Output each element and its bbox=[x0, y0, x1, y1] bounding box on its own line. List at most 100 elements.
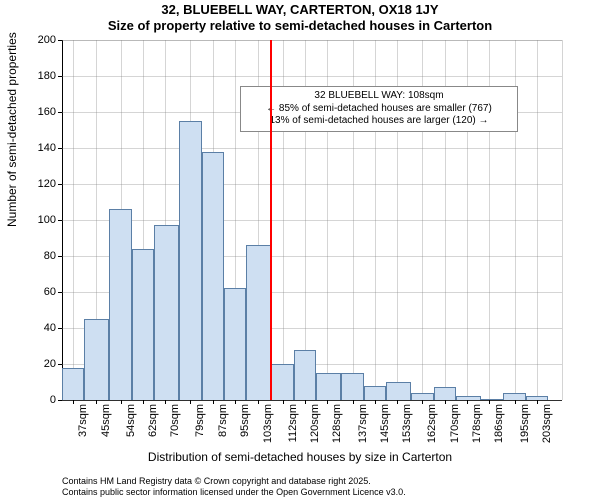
grid-line-v bbox=[73, 40, 74, 400]
x-tick-label: 170sqm bbox=[449, 404, 461, 450]
histogram-bar bbox=[62, 368, 84, 400]
x-tick-mark bbox=[467, 400, 468, 404]
y-tick-mark bbox=[58, 400, 62, 401]
histogram-bar bbox=[109, 209, 131, 400]
chart-title-main: 32, BLUEBELL WAY, CARTERTON, OX18 1JY bbox=[161, 2, 438, 17]
x-tick-mark bbox=[515, 400, 516, 404]
histogram-bar bbox=[271, 364, 293, 400]
x-tick-label: 62sqm bbox=[147, 404, 159, 450]
y-tick-mark bbox=[58, 220, 62, 221]
y-tick-mark bbox=[58, 364, 62, 365]
annotation-line: 32 BLUEBELL WAY: 108sqm bbox=[247, 90, 511, 103]
histogram-bar bbox=[246, 245, 271, 400]
x-axis-title: Distribution of semi-detached houses by … bbox=[148, 450, 452, 464]
y-tick-mark bbox=[58, 76, 62, 77]
x-tick-label: 79sqm bbox=[194, 404, 206, 450]
x-tick-mark bbox=[235, 400, 236, 404]
histogram-bar bbox=[224, 288, 246, 400]
histogram-bar bbox=[503, 393, 525, 400]
reference-line bbox=[270, 40, 272, 400]
grid-line-h bbox=[62, 184, 562, 185]
y-tick-mark bbox=[58, 40, 62, 41]
x-tick-label: 54sqm bbox=[125, 404, 137, 450]
y-tick-label: 180 bbox=[26, 70, 56, 82]
x-tick-mark bbox=[397, 400, 398, 404]
y-tick-mark bbox=[58, 256, 62, 257]
annotation-line: 13% of semi-detached houses are larger (… bbox=[247, 115, 511, 128]
grid-line-h bbox=[62, 40, 562, 41]
x-tick-mark bbox=[121, 400, 122, 404]
annotation-box: 32 BLUEBELL WAY: 108sqm← 85% of semi-det… bbox=[240, 86, 518, 132]
histogram-bar bbox=[341, 373, 363, 400]
x-tick-mark bbox=[445, 400, 446, 404]
x-tick-label: 203sqm bbox=[541, 404, 553, 450]
y-tick-label: 120 bbox=[26, 178, 56, 190]
histogram-bar bbox=[456, 396, 481, 400]
grid-line-h bbox=[62, 76, 562, 77]
x-tick-label: 128sqm bbox=[331, 404, 343, 450]
y-tick-label: 140 bbox=[26, 142, 56, 154]
y-tick-label: 160 bbox=[26, 106, 56, 118]
histogram-bar bbox=[154, 225, 179, 400]
y-tick-label: 20 bbox=[26, 358, 56, 370]
y-tick-mark bbox=[58, 184, 62, 185]
grid-line-h bbox=[62, 220, 562, 221]
grid-line-v bbox=[537, 40, 538, 400]
x-tick-label: 137sqm bbox=[357, 404, 369, 450]
x-tick-mark bbox=[375, 400, 376, 404]
histogram-bar bbox=[411, 393, 433, 400]
x-tick-mark bbox=[422, 400, 423, 404]
x-tick-label: 153sqm bbox=[401, 404, 413, 450]
histogram-bar bbox=[316, 373, 341, 400]
histogram-bar bbox=[84, 319, 109, 400]
x-tick-mark bbox=[258, 400, 259, 404]
y-tick-label: 40 bbox=[26, 322, 56, 334]
x-tick-mark bbox=[213, 400, 214, 404]
x-tick-mark bbox=[143, 400, 144, 404]
histogram-bar bbox=[179, 121, 201, 400]
chart-title-sub: Size of property relative to semi-detach… bbox=[108, 18, 492, 33]
x-tick-mark bbox=[489, 400, 490, 404]
histogram-bar bbox=[132, 249, 154, 400]
histogram-bar bbox=[434, 387, 456, 400]
copyright-text: Contains HM Land Registry data © Crown c… bbox=[62, 476, 406, 498]
x-tick-label: 120sqm bbox=[309, 404, 321, 450]
annotation-line: ← 85% of semi-detached houses are smalle… bbox=[247, 103, 511, 116]
x-tick-label: 162sqm bbox=[426, 404, 438, 450]
histogram-bar bbox=[364, 386, 386, 400]
copyright-line-2: Contains public sector information licen… bbox=[62, 487, 406, 498]
grid-line-h bbox=[62, 148, 562, 149]
x-tick-mark bbox=[305, 400, 306, 404]
x-tick-label: 37sqm bbox=[77, 404, 89, 450]
y-tick-label: 100 bbox=[26, 214, 56, 226]
x-tick-mark bbox=[283, 400, 284, 404]
x-tick-mark bbox=[353, 400, 354, 404]
copyright-line-1: Contains HM Land Registry data © Crown c… bbox=[62, 476, 406, 487]
y-tick-label: 60 bbox=[26, 286, 56, 298]
x-tick-label: 145sqm bbox=[379, 404, 391, 450]
y-axis-title: Number of semi-detached properties bbox=[5, 32, 19, 227]
x-tick-label: 195sqm bbox=[519, 404, 531, 450]
y-tick-mark bbox=[58, 292, 62, 293]
y-tick-mark bbox=[58, 328, 62, 329]
grid-line-h bbox=[62, 400, 562, 401]
histogram-bar bbox=[386, 382, 411, 400]
histogram-bar bbox=[481, 399, 503, 400]
plot-right-border bbox=[562, 40, 563, 400]
y-tick-mark bbox=[58, 112, 62, 113]
y-tick-label: 0 bbox=[26, 394, 56, 406]
x-tick-label: 178sqm bbox=[471, 404, 483, 450]
x-tick-label: 87sqm bbox=[217, 404, 229, 450]
x-tick-mark bbox=[165, 400, 166, 404]
x-tick-mark bbox=[96, 400, 97, 404]
histogram-bar bbox=[294, 350, 316, 400]
x-tick-label: 186sqm bbox=[493, 404, 505, 450]
y-tick-mark bbox=[58, 148, 62, 149]
x-tick-label: 45sqm bbox=[100, 404, 112, 450]
property-size-chart: 32, BLUEBELL WAY, CARTERTON, OX18 1JY Si… bbox=[0, 0, 600, 500]
x-tick-mark bbox=[190, 400, 191, 404]
y-tick-label: 200 bbox=[26, 34, 56, 46]
x-tick-mark bbox=[73, 400, 74, 404]
x-tick-label: 95sqm bbox=[239, 404, 251, 450]
x-tick-mark bbox=[327, 400, 328, 404]
